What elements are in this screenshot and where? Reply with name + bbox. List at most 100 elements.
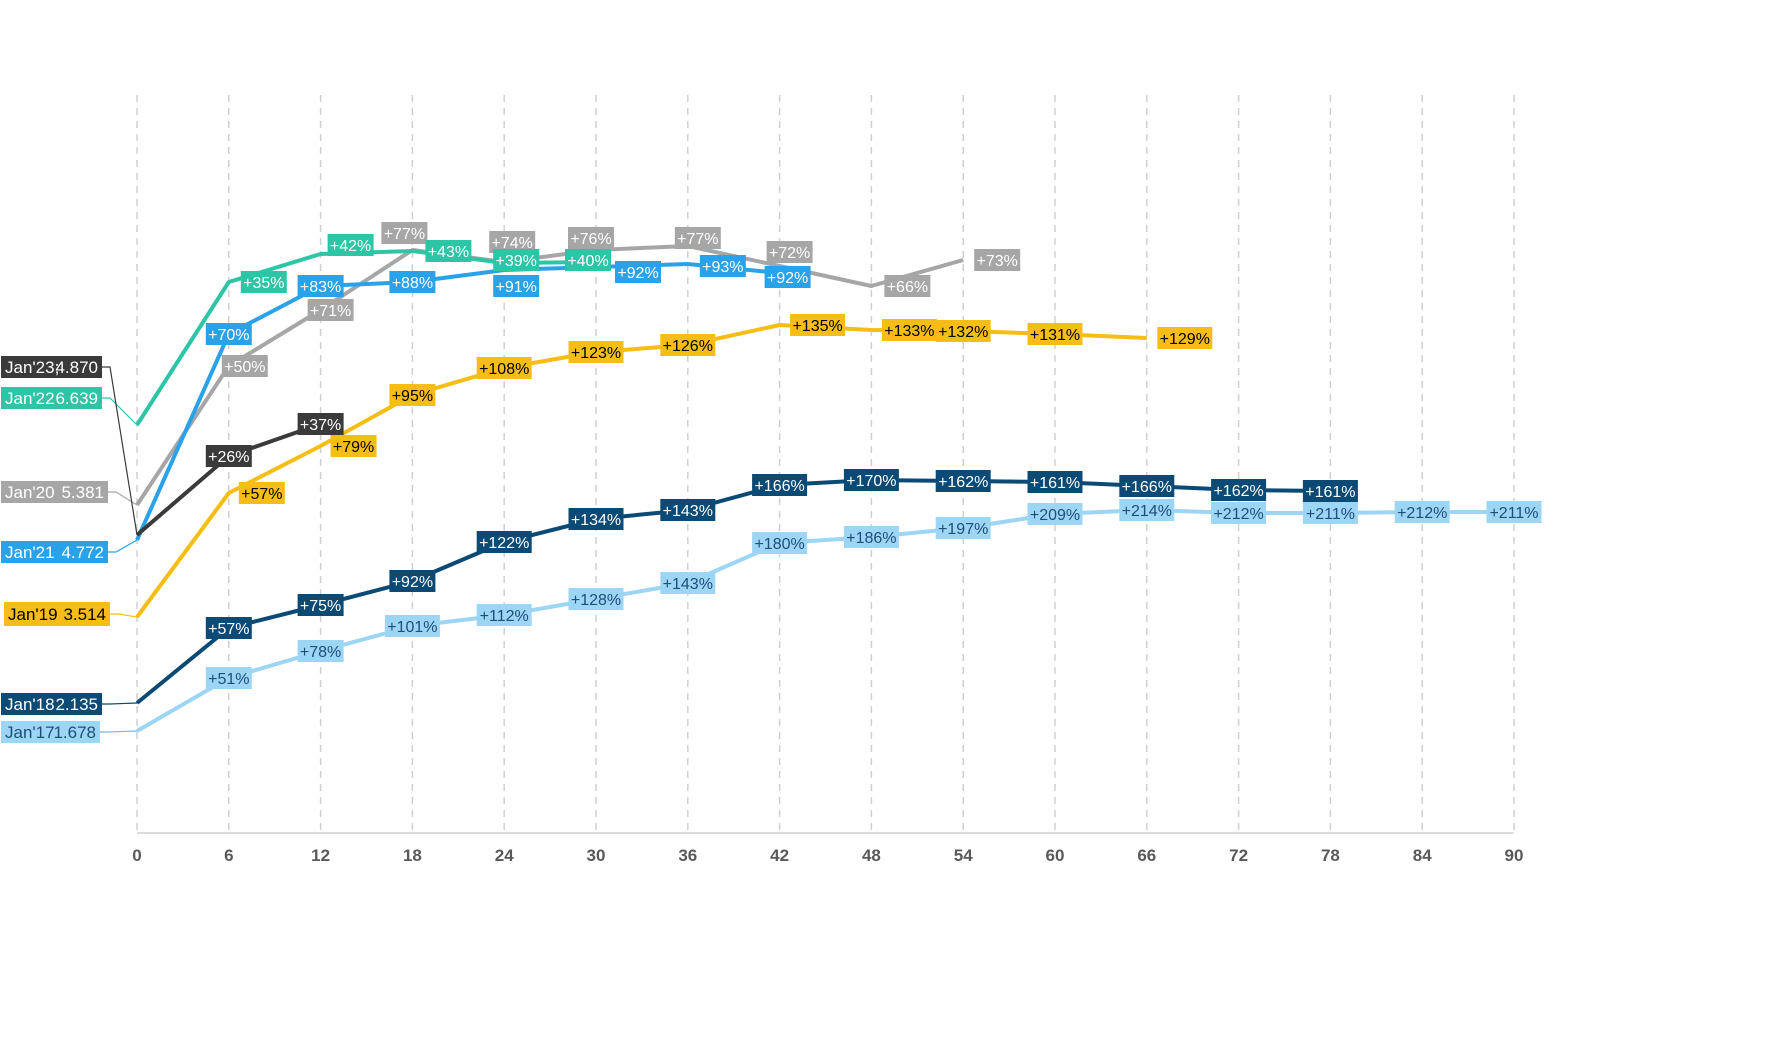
data-label-text: +70% <box>208 327 249 344</box>
start-label-value: 4.772 <box>61 543 104 562</box>
data-label-text: +57% <box>208 621 249 638</box>
data-label: +77% <box>674 227 721 249</box>
data-label: +132% <box>935 320 991 342</box>
data-labels: +51% +78% +101% +112% +128% +143% +180% +186% +1… <box>205 222 1542 689</box>
series-start-label: Jan'171.678 <box>1 721 138 743</box>
data-label-text: +126% <box>663 338 713 355</box>
x-tick-label: 60 <box>1046 846 1065 865</box>
data-label: +40% <box>565 249 611 271</box>
data-label: +108% <box>476 357 532 379</box>
data-label: +35% <box>240 271 287 293</box>
start-label-name: Jan'18 <box>5 695 55 714</box>
start-label-value: 6.639 <box>55 389 98 408</box>
series-start-label: Jan'23;4.870 <box>1 356 138 536</box>
data-label-box <box>389 570 436 592</box>
data-label-text: +214% <box>1122 503 1172 520</box>
x-tick-label: 36 <box>678 846 697 865</box>
data-label-text: +166% <box>754 478 804 495</box>
series-line-Jan17 <box>136 508 1514 733</box>
data-label-box <box>297 275 344 297</box>
data-label: +123% <box>568 341 624 363</box>
data-label-text: +66% <box>887 279 928 296</box>
data-label-box <box>843 526 899 548</box>
data-label-box <box>221 355 268 377</box>
data-label-text: +143% <box>663 576 713 593</box>
data-label-box <box>1302 502 1358 524</box>
data-label: +212% <box>1211 502 1267 524</box>
data-label-text: +40% <box>567 253 608 270</box>
data-label-box <box>205 445 252 467</box>
data-label-box <box>568 588 624 610</box>
data-label-box <box>935 320 991 342</box>
data-label-text: +112% <box>480 608 529 625</box>
data-label-box <box>935 470 991 492</box>
data-label-text: +161% <box>1305 484 1355 501</box>
start-label-name: Jan'21 <box>5 543 55 562</box>
data-label: +161% <box>1027 471 1083 493</box>
data-label: +128% <box>568 588 624 610</box>
data-label-box <box>674 227 721 249</box>
data-label-box <box>1211 502 1267 524</box>
data-label: +37% <box>297 413 344 435</box>
series-start-labels: Jan'171.678 Jan'18 2.135 Jan'19 3.514 Jan'20 5… <box>1 356 138 743</box>
series-line-Jan19 <box>135 323 1147 619</box>
data-label-text: +77% <box>384 226 425 243</box>
x-tick-label: 84 <box>1413 846 1432 865</box>
leader-line <box>102 702 138 705</box>
data-label-box <box>389 271 436 293</box>
data-label-text: +92% <box>392 574 433 591</box>
series-start-label: Jan'18 2.135 <box>1 693 138 715</box>
start-label-box <box>1 721 100 743</box>
data-label-text: +72% <box>769 245 810 262</box>
data-label: +42% <box>327 234 374 256</box>
data-label: +73% <box>974 249 1021 271</box>
series-line-Jan20 <box>135 244 964 507</box>
x-tick-label: 90 <box>1505 846 1524 865</box>
start-label-name: Jan'22 <box>5 389 55 408</box>
data-label-text: +135% <box>792 318 842 335</box>
data-label-text: +211% <box>1489 505 1538 522</box>
series-start-label: Jan'19 3.514 <box>4 602 138 626</box>
data-label-text: +76% <box>570 231 611 248</box>
gridlines <box>136 95 1515 833</box>
data-label: +162% <box>1211 479 1267 501</box>
data-label-box <box>615 261 661 283</box>
data-label-box <box>476 357 532 379</box>
data-label: +72% <box>766 241 813 263</box>
data-label: +77% <box>381 222 428 244</box>
data-label-box <box>205 617 252 639</box>
data-label: +93% <box>699 255 746 277</box>
data-label: +101% <box>384 615 440 637</box>
series-start-label: Jan'22 6.639 <box>1 387 138 426</box>
data-label-text: +83% <box>300 279 341 296</box>
data-label-box <box>1027 503 1083 525</box>
data-label-box <box>764 266 811 288</box>
data-label: +95% <box>389 384 436 406</box>
x-tick-label: 24 <box>495 846 514 865</box>
start-label-box <box>1 541 108 563</box>
data-label-box <box>1211 479 1267 501</box>
data-label: +76% <box>568 227 614 249</box>
x-tick-label: 48 <box>862 846 881 865</box>
data-label: +26% <box>205 445 252 467</box>
data-label-text: +133% <box>884 323 934 340</box>
data-label: +51% <box>205 667 252 689</box>
data-label-text: +57% <box>241 486 282 503</box>
data-label: +92% <box>389 570 436 592</box>
data-label-box <box>565 249 611 271</box>
data-label: +57% <box>238 482 285 504</box>
data-label-box <box>935 517 991 539</box>
data-label-text: +123% <box>571 345 621 362</box>
data-label-text: +74% <box>492 235 533 252</box>
data-label-text: +71% <box>310 303 351 320</box>
data-label-box <box>297 413 344 435</box>
data-label-box <box>381 222 428 244</box>
data-label-text: +91% <box>496 279 537 296</box>
data-label: +74% <box>489 231 536 253</box>
data-label-text: +73% <box>977 253 1018 270</box>
data-label: +39% <box>493 249 540 271</box>
data-label-box <box>1394 501 1450 523</box>
data-label-box <box>660 334 716 356</box>
data-label-text: +37% <box>300 417 341 434</box>
